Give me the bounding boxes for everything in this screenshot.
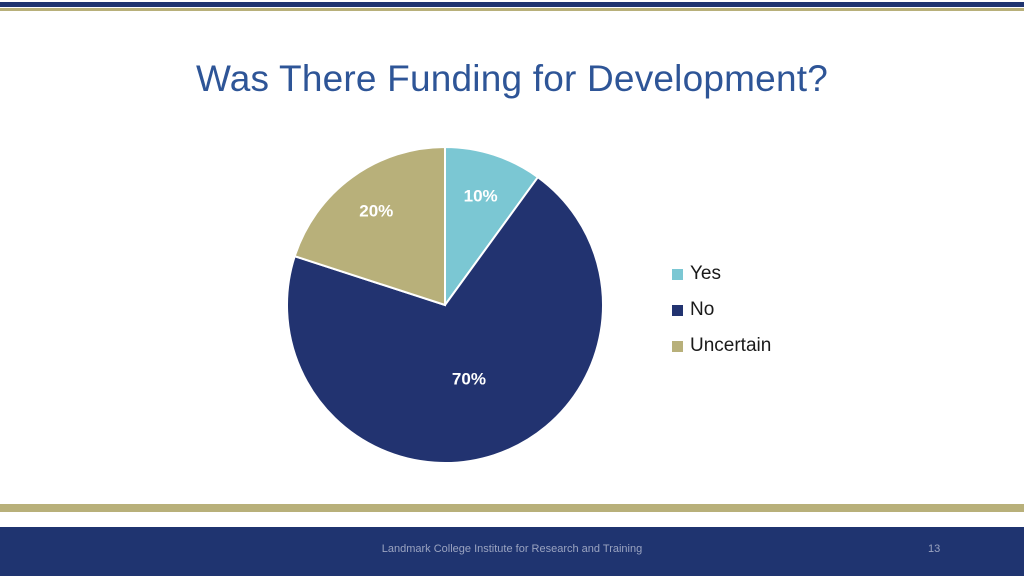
footer-bar: Landmark College Institute for Research … bbox=[0, 527, 1024, 576]
chart-legend: Yes No Uncertain bbox=[672, 256, 771, 364]
legend-label: No bbox=[690, 299, 715, 320]
data-label-yes: 10% bbox=[464, 186, 498, 205]
legend-swatch bbox=[672, 340, 683, 352]
pie-slice-uncertain bbox=[293, 145, 446, 307]
slide-title: Was There Funding for Development? bbox=[195, 58, 828, 99]
legend-item-yes: Yes bbox=[672, 256, 771, 292]
legend-swatch bbox=[672, 304, 683, 316]
footer-text: Landmark College Institute for Research … bbox=[381, 543, 643, 555]
legend-swatch bbox=[672, 268, 683, 280]
pie-slice-yes bbox=[444, 145, 540, 309]
page-number: 13 bbox=[928, 543, 941, 555]
legend-item-uncertain: Uncertain bbox=[672, 328, 771, 364]
pie-slice-no bbox=[286, 175, 604, 464]
top-gold-bar bbox=[0, 8, 1024, 11]
legend-label: Uncertain bbox=[690, 335, 772, 356]
data-label-uncertain: 20% bbox=[359, 201, 393, 220]
data-label-no: 70% bbox=[452, 370, 486, 389]
top-accent-bar bbox=[0, 2, 1024, 7]
legend-label: Yes bbox=[690, 263, 721, 284]
legend-item-no: No bbox=[672, 292, 771, 328]
bottom-gold-bar bbox=[0, 504, 1024, 512]
